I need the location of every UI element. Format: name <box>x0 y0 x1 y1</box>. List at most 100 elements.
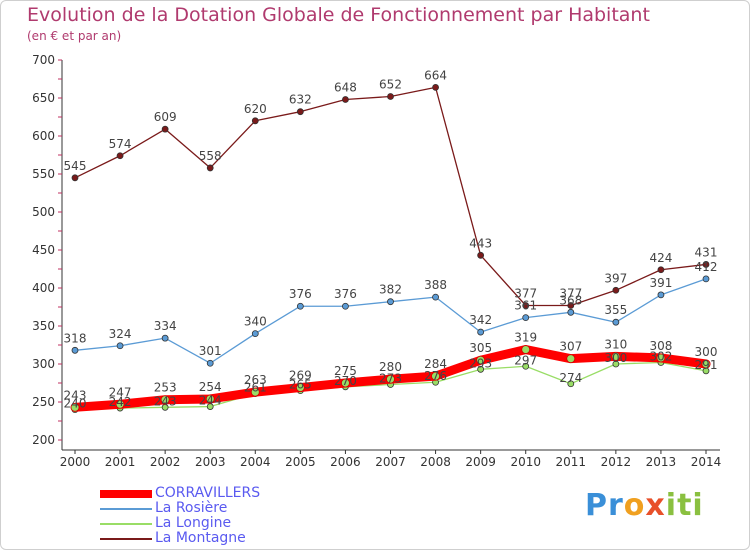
data-point <box>611 351 621 361</box>
x-tick-label: 2009 <box>465 455 496 469</box>
data-label: 443 <box>469 236 492 250</box>
data-point <box>341 378 350 388</box>
data-label: 247 <box>109 385 132 399</box>
data-point <box>522 302 530 309</box>
data-point <box>71 346 79 354</box>
data-label: 243 <box>154 394 177 408</box>
data-point <box>250 387 260 397</box>
data-point <box>161 334 169 342</box>
x-tick-label: 2000 <box>60 455 91 469</box>
data-point <box>296 108 304 116</box>
data-label: 648 <box>334 81 357 95</box>
data-point <box>522 314 530 322</box>
x-tick-label: 2001 <box>105 455 136 469</box>
data-label: 368 <box>559 293 582 307</box>
data-point <box>432 83 439 91</box>
y-tick-label: 200 <box>32 433 55 447</box>
data-point <box>477 365 485 373</box>
data-point <box>116 342 124 350</box>
data-label: 310 <box>604 337 627 351</box>
legend-label: CORRAVILLERS <box>155 485 261 501</box>
data-label: 276 <box>424 369 447 383</box>
data-point <box>71 174 79 182</box>
legend-label: La Longine <box>155 515 232 531</box>
data-point <box>657 291 665 299</box>
data-point <box>205 394 215 404</box>
data-label: 376 <box>334 287 357 301</box>
data-label: 376 <box>289 287 312 301</box>
data-label: 242 <box>109 395 132 409</box>
legend-label: La Montagne <box>155 530 246 546</box>
data-label: 377 <box>559 286 582 300</box>
data-label: 243 <box>64 388 87 402</box>
data-label: 632 <box>289 93 312 107</box>
chart-subtitle: (en € et par an) <box>27 29 122 43</box>
data-point <box>612 360 620 368</box>
data-label: 275 <box>334 364 357 378</box>
data-point <box>567 302 575 309</box>
data-label: 431 <box>695 245 718 259</box>
legend-label: La Rosière <box>155 500 228 516</box>
data-label: 664 <box>424 68 447 82</box>
data-label: 609 <box>154 110 177 124</box>
data-label: 273 <box>379 372 402 386</box>
data-point <box>431 371 440 381</box>
data-label: 318 <box>64 331 87 345</box>
data-label: 291 <box>695 358 718 372</box>
data-label: 274 <box>559 371 582 385</box>
x-tick-label: 2007 <box>375 455 406 469</box>
y-tick-label: 700 <box>32 53 55 67</box>
data-label: 293 <box>469 356 492 370</box>
data-label: 297 <box>514 353 537 367</box>
data-label: 308 <box>649 339 672 353</box>
data-label: 300 <box>695 345 718 359</box>
chart-title: Evolution de la Dotation Globale de Fonc… <box>27 4 650 26</box>
data-point <box>477 251 485 259</box>
x-tick-label: 2013 <box>646 455 677 469</box>
data-label: 244 <box>199 394 222 408</box>
data-label: 280 <box>379 360 402 374</box>
data-label: 382 <box>379 283 402 297</box>
data-point <box>656 353 666 363</box>
data-label: 342 <box>469 313 492 327</box>
data-point <box>251 330 259 338</box>
data-label: 388 <box>424 278 447 292</box>
data-point <box>612 286 620 294</box>
data-point <box>521 345 531 354</box>
data-label: 263 <box>244 373 267 387</box>
data-point <box>160 395 170 405</box>
data-label: 652 <box>379 77 402 91</box>
data-label: 305 <box>469 341 492 355</box>
x-tick-label: 2011 <box>556 455 587 469</box>
data-point <box>702 275 710 283</box>
data-point <box>161 125 169 133</box>
data-label: 558 <box>199 149 222 163</box>
y-tick-label: 400 <box>32 281 55 295</box>
data-point <box>70 402 80 412</box>
data-point <box>386 374 395 384</box>
data-label: 301 <box>199 344 222 358</box>
legend-swatch <box>100 490 152 498</box>
data-point <box>702 261 710 268</box>
data-point <box>342 96 349 103</box>
y-tick-label: 600 <box>32 129 55 143</box>
y-tick-label: 300 <box>32 357 55 371</box>
data-point <box>206 403 214 410</box>
x-tick-label: 2002 <box>150 455 181 469</box>
data-point <box>206 359 214 367</box>
x-tick-label: 2008 <box>420 455 451 469</box>
data-point <box>387 93 394 100</box>
x-tick-label: 2012 <box>601 455 632 469</box>
data-point <box>116 152 124 160</box>
data-label: 302 <box>649 349 672 363</box>
data-point <box>206 164 214 172</box>
data-point <box>701 359 711 369</box>
data-point <box>251 117 259 125</box>
data-label: 377 <box>514 286 537 300</box>
data-label: 254 <box>199 380 222 394</box>
data-label: 412 <box>695 260 718 274</box>
data-label: 574 <box>109 137 132 151</box>
data-point <box>296 302 304 310</box>
data-label: 391 <box>649 276 672 290</box>
